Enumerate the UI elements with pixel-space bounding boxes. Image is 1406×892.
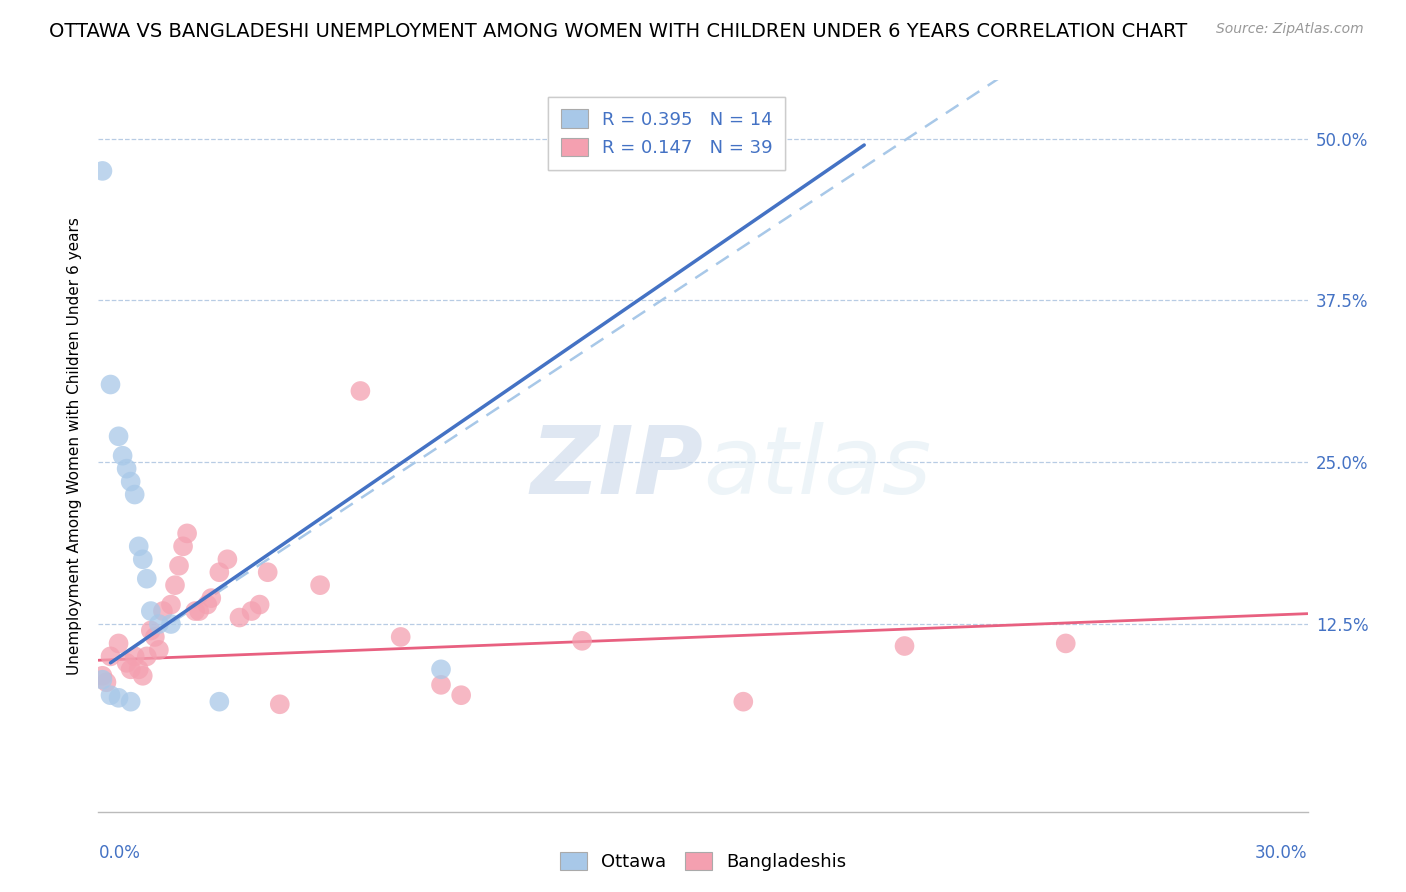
Point: [184, 604, 207, 618]
Point: [139, 624, 162, 638]
Text: Source: ZipAtlas.com: Source: ZipAtlas.com: [1216, 22, 1364, 37]
Point: [200, 591, 222, 606]
Point: [228, 610, 250, 624]
Point: [167, 558, 190, 573]
Point: [160, 617, 183, 632]
Point: [309, 578, 332, 592]
Point: [107, 690, 129, 705]
Point: [135, 572, 157, 586]
Point: [120, 695, 142, 709]
Legend: Ottawa, Bangladeshis: Ottawa, Bangladeshis: [553, 845, 853, 879]
Point: [148, 643, 170, 657]
Point: [172, 539, 194, 553]
Text: atlas: atlas: [703, 423, 931, 514]
Point: [733, 695, 755, 709]
Point: [115, 461, 138, 475]
Point: [100, 649, 122, 664]
Point: [163, 578, 186, 592]
Point: [107, 429, 129, 443]
Point: [107, 636, 129, 650]
Point: [893, 639, 915, 653]
Point: [139, 604, 162, 618]
Text: 30.0%: 30.0%: [1256, 844, 1308, 862]
Legend: R = 0.395   N = 14, R = 0.147   N = 39: R = 0.395 N = 14, R = 0.147 N = 39: [548, 96, 786, 169]
Point: [128, 539, 150, 553]
Point: [217, 552, 239, 566]
Point: [132, 552, 155, 566]
Point: [111, 449, 134, 463]
Point: [120, 662, 142, 676]
Point: [208, 695, 231, 709]
Point: [124, 649, 146, 664]
Point: [100, 377, 122, 392]
Point: [91, 669, 114, 683]
Point: [195, 598, 218, 612]
Point: [91, 164, 114, 178]
Point: [124, 487, 146, 501]
Point: [389, 630, 412, 644]
Point: [249, 598, 271, 612]
Text: OTTAWA VS BANGLADESHI UNEMPLOYMENT AMONG WOMEN WITH CHILDREN UNDER 6 YEARS CORRE: OTTAWA VS BANGLADESHI UNEMPLOYMENT AMONG…: [49, 22, 1188, 41]
Point: [96, 675, 118, 690]
Text: ZIP: ZIP: [530, 422, 703, 514]
Point: [152, 604, 174, 618]
Point: [115, 656, 138, 670]
Point: [135, 649, 157, 664]
Point: [132, 669, 155, 683]
Point: [120, 475, 142, 489]
Point: [188, 604, 211, 618]
Point: [349, 384, 371, 398]
Point: [160, 598, 183, 612]
Point: [91, 673, 114, 687]
Y-axis label: Unemployment Among Women with Children Under 6 years: Unemployment Among Women with Children U…: [66, 217, 82, 675]
Point: [100, 688, 122, 702]
Point: [430, 678, 453, 692]
Point: [148, 617, 170, 632]
Point: [240, 604, 263, 618]
Point: [208, 566, 231, 580]
Point: [430, 662, 453, 676]
Point: [143, 630, 166, 644]
Point: [128, 662, 150, 676]
Point: [571, 633, 593, 648]
Point: [176, 526, 198, 541]
Point: [450, 688, 472, 702]
Text: 0.0%: 0.0%: [98, 844, 141, 862]
Point: [269, 698, 291, 712]
Point: [1054, 636, 1077, 650]
Point: [256, 566, 278, 580]
